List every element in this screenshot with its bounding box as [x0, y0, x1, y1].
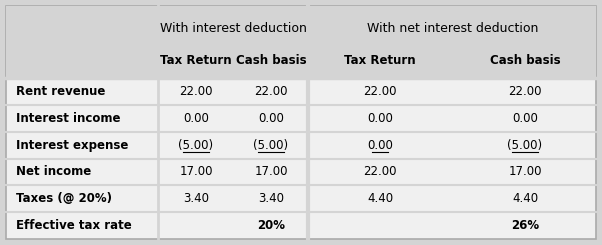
Text: 22.00: 22.00 [179, 85, 213, 98]
Text: Rent revenue: Rent revenue [16, 85, 105, 98]
Text: Tax Return: Tax Return [160, 53, 232, 66]
Text: 17.00: 17.00 [508, 165, 542, 178]
Text: 22.00: 22.00 [508, 85, 542, 98]
Text: 17.00: 17.00 [254, 165, 288, 178]
Text: 0.00: 0.00 [367, 139, 393, 152]
Text: Interest expense: Interest expense [16, 139, 128, 152]
Text: Net income: Net income [16, 165, 92, 178]
Text: Taxes (@ 20%): Taxes (@ 20%) [16, 192, 112, 205]
Text: (5.00): (5.00) [507, 139, 542, 152]
Text: 22.00: 22.00 [363, 85, 397, 98]
Text: 0.00: 0.00 [183, 112, 209, 125]
Bar [6, 6, 596, 78]
Text: 3.40: 3.40 [183, 192, 209, 205]
Text: 26%: 26% [511, 219, 539, 232]
Text: (5.00): (5.00) [178, 139, 214, 152]
Text: 0.00: 0.00 [512, 112, 538, 125]
Text: Effective tax rate: Effective tax rate [16, 219, 132, 232]
Text: With net interest deduction: With net interest deduction [367, 22, 538, 35]
Text: 3.40: 3.40 [258, 192, 284, 205]
Text: (5.00): (5.00) [253, 139, 288, 152]
Text: Interest income: Interest income [16, 112, 120, 125]
Text: Cash basis: Cash basis [236, 53, 306, 66]
Text: 0.00: 0.00 [367, 112, 393, 125]
Text: 17.00: 17.00 [179, 165, 213, 178]
Text: With interest deduction: With interest deduction [160, 22, 307, 35]
Text: 22.00: 22.00 [363, 165, 397, 178]
Text: Tax Return: Tax Return [344, 53, 416, 66]
Text: 0.00: 0.00 [258, 112, 284, 125]
Text: 4.40: 4.40 [512, 192, 538, 205]
Text: 20%: 20% [257, 219, 285, 232]
Text: Cash basis: Cash basis [489, 53, 560, 66]
Text: 22.00: 22.00 [254, 85, 288, 98]
Text: 4.40: 4.40 [367, 192, 393, 205]
